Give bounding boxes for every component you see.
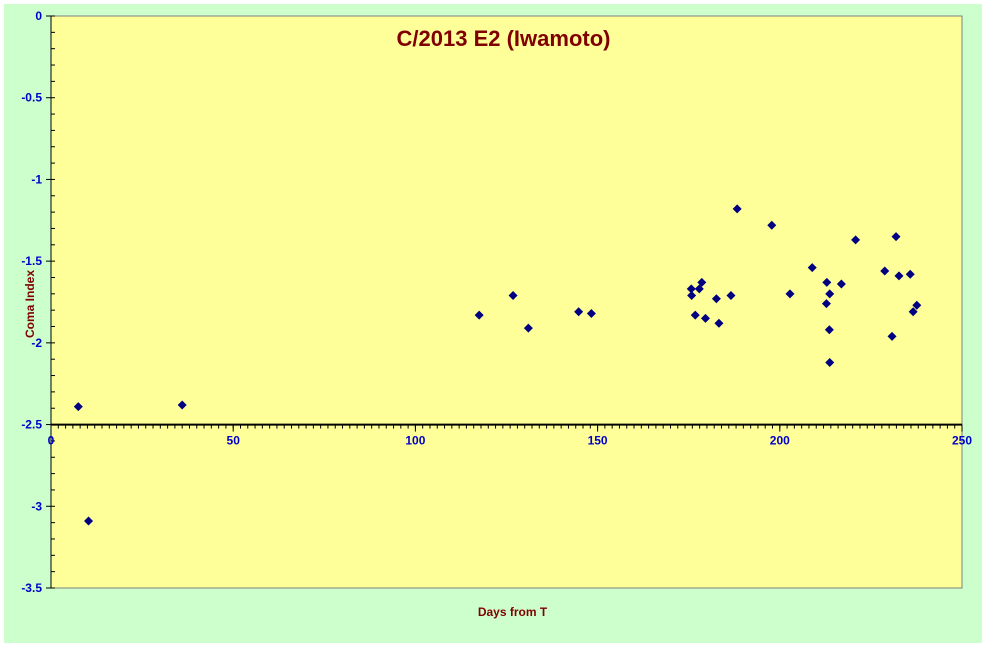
data-point — [891, 232, 901, 242]
y-tick-label: -3.5 — [21, 581, 42, 595]
data-point — [73, 402, 83, 412]
data-point — [694, 284, 704, 294]
y-tick-label: -3 — [31, 499, 42, 513]
y-tick-label: -1.5 — [21, 254, 42, 268]
x-tick-label: 200 — [770, 434, 790, 448]
y-axis-ticks: 0 -0.5 -1 -1.5 -2 -2.5 -3 -3.5 — [21, 9, 55, 595]
scatter-chart: 0 -0.5 -1 -1.5 -2 -2.5 -3 -3.5 50 100 150 200 250 0 … — [21, 9, 972, 619]
y-axis-title: Coma Index — [23, 270, 37, 338]
data-point — [586, 308, 596, 318]
data-point — [880, 266, 890, 276]
data-point — [785, 289, 795, 299]
data-point — [711, 294, 721, 304]
chart-title: C/2013 E2 (Iwamoto) — [397, 26, 611, 51]
data-point — [887, 331, 897, 341]
data-point — [697, 277, 707, 287]
data-point — [84, 516, 94, 526]
data-point — [726, 290, 736, 300]
x-tick-label: 150 — [588, 434, 608, 448]
x-tick-label: 50 — [227, 434, 241, 448]
data-points — [73, 204, 922, 526]
data-point — [825, 357, 835, 367]
data-point — [894, 271, 904, 281]
data-point — [824, 325, 834, 335]
data-point — [905, 269, 915, 279]
y-tick-label: -1 — [31, 172, 42, 186]
data-point — [690, 310, 700, 320]
data-point — [686, 284, 696, 294]
data-point — [508, 290, 518, 300]
data-point — [687, 290, 697, 300]
y-tick-label: -2.5 — [21, 418, 42, 432]
data-point — [908, 307, 918, 317]
data-point — [836, 279, 846, 289]
y-tick-label: 0 — [35, 9, 42, 23]
y-tick-label: -2 — [31, 336, 42, 350]
data-point — [523, 323, 533, 333]
data-point — [825, 289, 835, 299]
chart-area: 0 -0.5 -1 -1.5 -2 -2.5 -3 -3.5 50 100 150 200 250 0 … — [4, 4, 982, 643]
x-tick-label: 250 — [952, 434, 972, 448]
data-point — [574, 307, 584, 317]
data-point — [822, 277, 832, 287]
data-point — [177, 400, 187, 410]
data-point — [732, 204, 742, 214]
plot-area — [50, 15, 963, 589]
data-point — [714, 318, 724, 328]
data-point — [851, 235, 861, 245]
x-tick-label: 100 — [405, 434, 425, 448]
data-point — [912, 300, 922, 310]
data-point — [700, 313, 710, 323]
x-axis-title: Days from T — [478, 605, 548, 619]
data-point — [821, 299, 831, 309]
data-point — [767, 220, 777, 230]
data-point — [474, 310, 484, 320]
x-origin-label: 0 — [48, 434, 55, 448]
y-tick-label: -0.5 — [21, 91, 42, 105]
x-axis: 50 100 150 200 250 0 — [48, 423, 972, 448]
data-point — [807, 263, 817, 273]
